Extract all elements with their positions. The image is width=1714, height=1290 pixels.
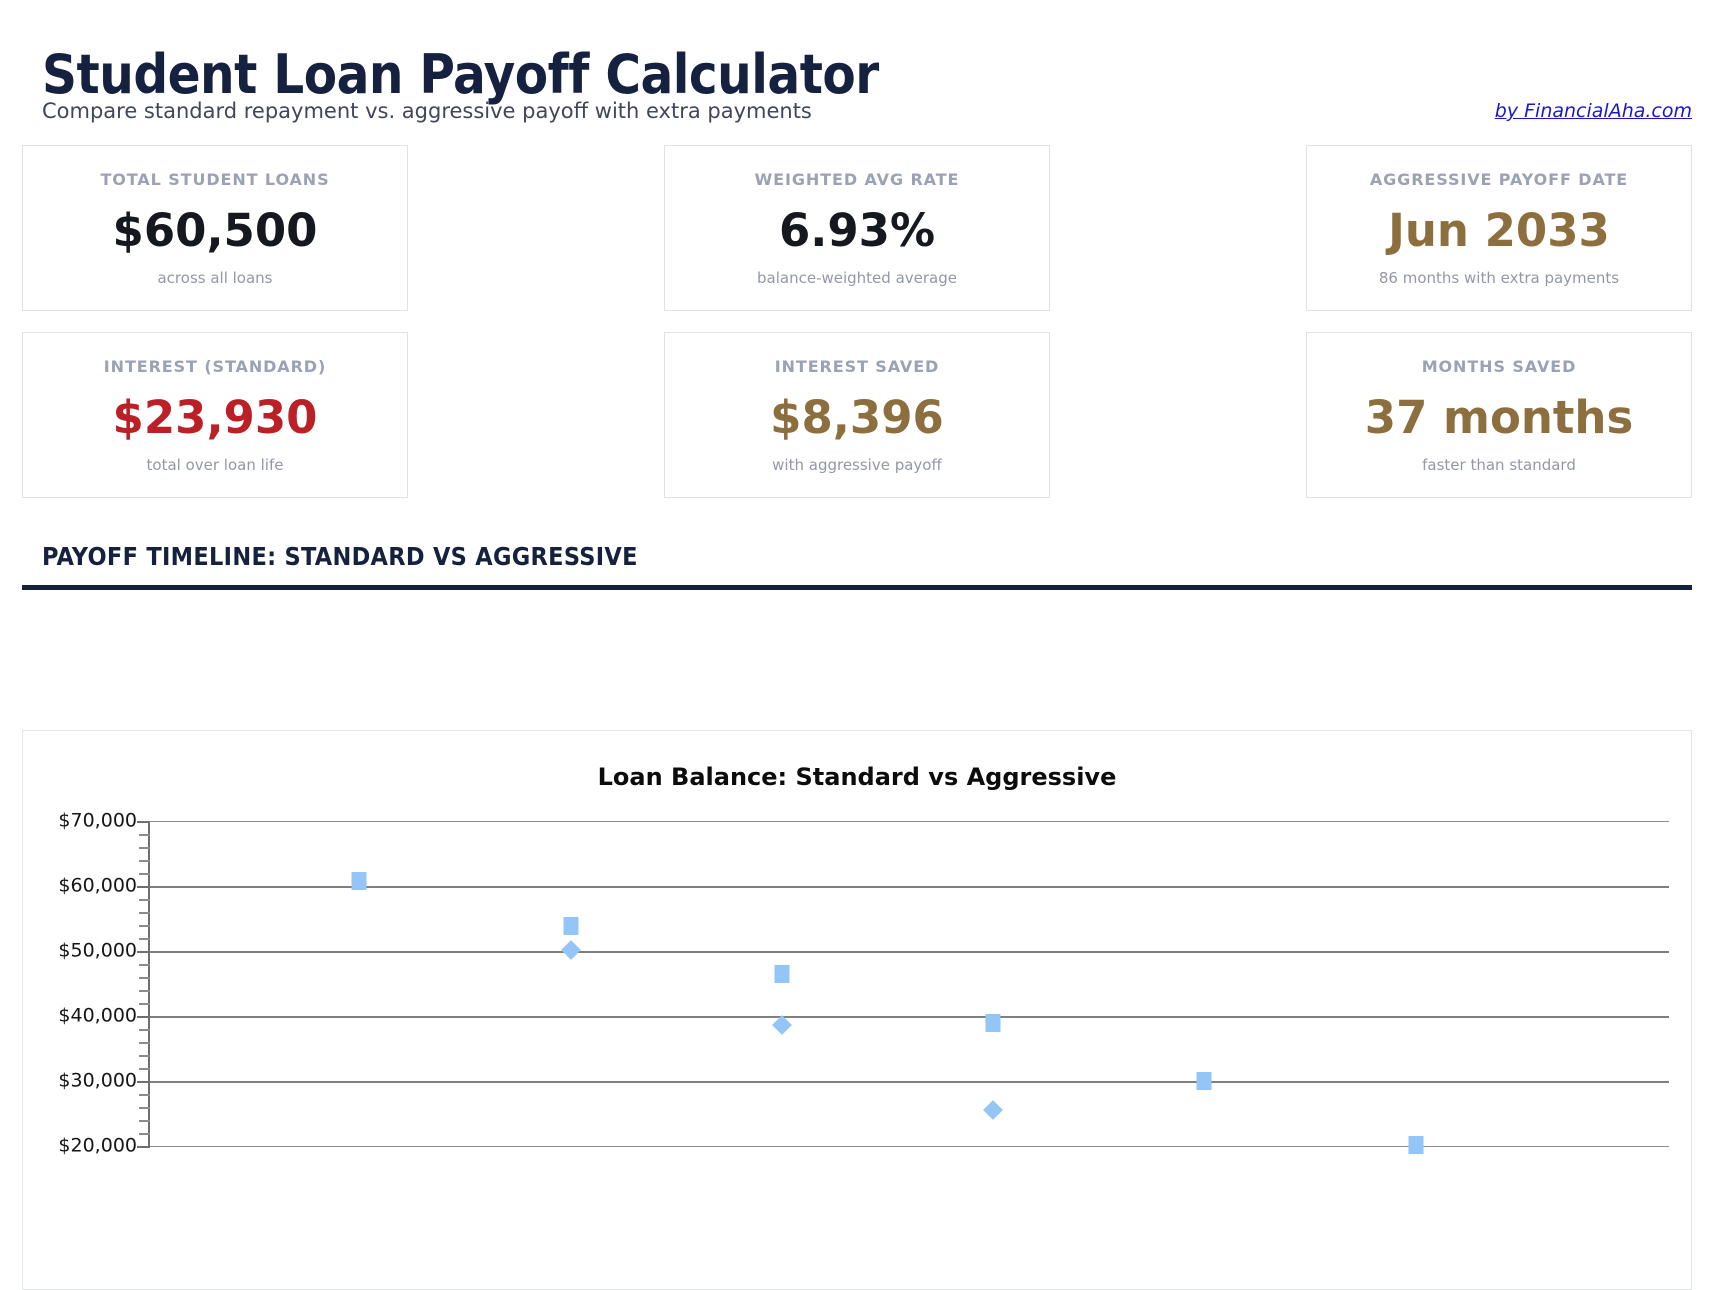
section-header: PAYOFF TIMELINE: STANDARD VS AGGRESSIVE	[0, 540, 1714, 590]
page-title: Student Loan Payoff Calculator	[42, 43, 879, 107]
chart-y-minor-tick	[139, 1055, 150, 1057]
chart-y-major-tick	[137, 1146, 150, 1148]
chart-y-minor-tick	[139, 977, 150, 979]
section-title: PAYOFF TIMELINE: STANDARD VS AGGRESSIVE	[42, 542, 638, 571]
stat-card-value: Jun 2033	[1388, 204, 1610, 257]
chart-y-major-tick	[137, 1016, 150, 1018]
chart-y-minor-tick	[139, 990, 150, 992]
chart-gridline	[148, 1146, 1669, 1147]
stat-cards: TOTAL STUDENT LOANS $60,500 across all l…	[0, 145, 1714, 519]
chart-data-point-aggressive	[983, 1099, 1003, 1120]
chart-gridline	[148, 1016, 1669, 1018]
chart-y-tick-label: $20,000	[58, 1134, 137, 1157]
chart-y-minor-tick	[139, 1094, 150, 1096]
stat-card-label: INTEREST (STANDARD)	[103, 357, 327, 376]
chart-gridline	[148, 886, 1669, 888]
chart-panel: Loan Balance: Standard vs Aggressive $70…	[22, 730, 1692, 1290]
stat-card-label: TOTAL STUDENT LOANS	[100, 170, 330, 189]
chart-data-point-standard	[563, 917, 578, 936]
chart-y-minor-tick	[139, 1042, 150, 1044]
stat-card-value: 37 months	[1364, 391, 1634, 444]
chart-plot-area: $70,000 $60,000 $50,000 $40,000 $30,000 $20,0…	[58, 811, 1669, 1155]
stat-card-row-2: INTEREST (STANDARD) $23,930 total over l…	[0, 332, 1714, 498]
chart-y-tick-label: $30,000	[58, 1069, 137, 1092]
chart-y-major-tick	[137, 886, 150, 888]
chart-data-point-aggressive	[560, 940, 581, 961]
chart-gridline	[148, 821, 1669, 822]
stat-card-weighted-avg-rate: WEIGHTED AVG RATE 6.93% balance-weighted…	[664, 145, 1050, 311]
stat-card-label: INTEREST SAVED	[774, 357, 940, 376]
chart-y-minor-tick	[139, 860, 150, 862]
chart-y-minor-tick	[139, 925, 150, 927]
stat-card-sub: total over loan life	[146, 456, 284, 474]
chart-y-minor-tick	[139, 912, 150, 914]
stat-card-value: $60,500	[112, 204, 318, 257]
stat-card-months-saved: MONTHS SAVED 37 months faster than stand…	[1306, 332, 1692, 498]
stat-card-value: $23,930	[112, 391, 318, 444]
chart-y-tick-label: $40,000	[58, 1004, 137, 1027]
chart-data-point-standard	[1408, 1135, 1423, 1154]
chart-y-minor-tick	[139, 938, 150, 940]
stat-card-value: 6.93%	[778, 204, 936, 257]
stat-card-label: WEIGHTED AVG RATE	[754, 170, 960, 189]
chart-y-major-tick	[137, 821, 150, 823]
chart-title: Loan Balance: Standard vs Aggressive	[597, 763, 1117, 791]
chart-data-point-standard	[774, 964, 790, 983]
chart-y-axis	[148, 821, 150, 1146]
chart-data-point-standard	[351, 872, 367, 891]
chart-y-minor-tick	[139, 1120, 150, 1122]
chart-y-minor-tick	[139, 834, 150, 836]
chart-y-minor-tick	[139, 1133, 150, 1135]
stat-card-sub: faster than standard	[1422, 456, 1576, 474]
chart-y-major-tick	[137, 951, 150, 953]
stat-card-label: MONTHS SAVED	[1421, 357, 1577, 376]
chart-gridline	[148, 951, 1669, 953]
chart-y-minor-tick	[139, 1107, 150, 1109]
chart-y-minor-tick	[139, 847, 150, 849]
page-subtitle: Compare standard repayment vs. aggressiv…	[42, 99, 812, 123]
chart-data-point-standard	[985, 1013, 1001, 1032]
stat-card-label: AGGRESSIVE PAYOFF DATE	[1369, 170, 1629, 189]
chart-y-tick-label: $50,000	[58, 939, 137, 962]
chart-y-minor-tick	[139, 1029, 150, 1031]
chart-y-major-tick	[137, 1081, 150, 1083]
section-divider	[22, 585, 1692, 590]
stat-card-total-student-loans: TOTAL STUDENT LOANS $60,500 across all l…	[22, 145, 408, 311]
chart-data-point-aggressive	[771, 1015, 792, 1035]
chart-y-minor-tick	[139, 873, 150, 875]
chart-y-tick-label: $70,000	[58, 809, 137, 832]
chart-y-minor-tick	[139, 964, 150, 966]
stat-card-sub: across all loans	[157, 269, 273, 287]
stat-card-sub: 86 months with extra payments	[1378, 269, 1620, 287]
byline-link[interactable]: by FinancialAha.com	[1494, 100, 1692, 122]
chart-y-minor-tick	[139, 1003, 150, 1005]
chart-y-minor-tick	[139, 899, 150, 901]
chart-y-tick-label: $60,000	[58, 874, 137, 897]
stat-card-aggressive-payoff-date: AGGRESSIVE PAYOFF DATE Jun 2033 86 month…	[1306, 145, 1692, 311]
stat-card-value: $8,396	[770, 391, 944, 444]
chart-y-minor-tick	[139, 1068, 150, 1070]
stat-card-interest-saved: INTEREST SAVED $8,396 with aggressive pa…	[664, 332, 1050, 498]
stat-card-interest-standard: INTEREST (STANDARD) $23,930 total over l…	[22, 332, 408, 498]
stat-card-sub: with aggressive payoff	[772, 456, 942, 474]
chart-gridline	[148, 1081, 1669, 1083]
chart-data-point-standard	[1196, 1072, 1212, 1090]
stat-card-sub: balance-weighted average	[757, 269, 957, 287]
stat-card-row-1: TOTAL STUDENT LOANS $60,500 across all l…	[0, 145, 1714, 311]
